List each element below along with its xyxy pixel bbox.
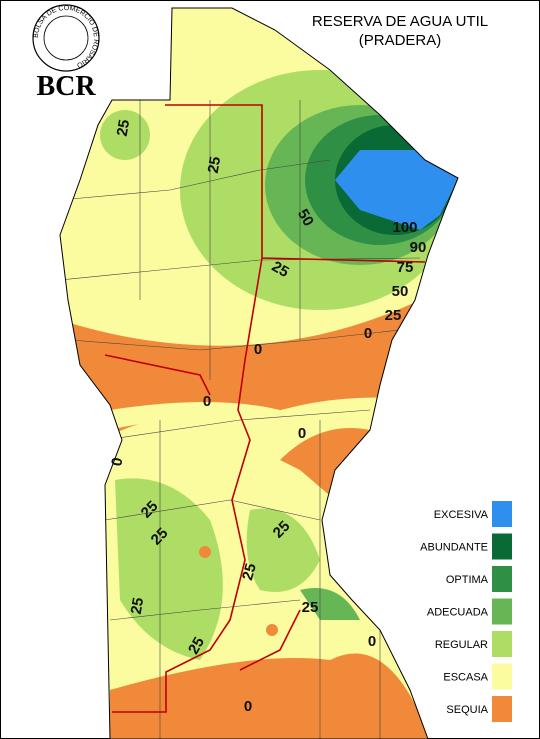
contour-label: 25: [128, 596, 148, 615]
departments: [60, 100, 421, 739]
subtitle: (PRADERA): [359, 32, 442, 49]
contour-label: 0: [298, 425, 306, 442]
legend-swatch: [492, 598, 512, 625]
legend-swatch: [492, 663, 512, 690]
legend-swatch: [492, 566, 512, 592]
contour-label: 50: [294, 206, 317, 229]
contour-label: 25: [302, 599, 319, 616]
legend-swatch: [492, 631, 512, 657]
legend-label: REGULAR: [435, 639, 488, 651]
legend-label: ADECUADA: [427, 607, 489, 619]
logo-name: BCR: [36, 71, 96, 102]
contour-label: 0: [108, 456, 126, 467]
contour-label: 25: [385, 307, 402, 324]
legend-label: OPTIMA: [446, 574, 489, 586]
contour-label: 25: [239, 562, 260, 583]
contour-label: 0: [364, 325, 372, 342]
zone-borders: [104, 104, 426, 713]
contour-label: 100: [392, 219, 417, 236]
contour-label: 25: [269, 258, 292, 281]
contour-label: 0: [203, 393, 211, 410]
legend-swatch: [492, 501, 512, 527]
legend-label: SEQUIA: [446, 704, 488, 716]
legend-label: EXCESIVA: [434, 509, 489, 521]
contour-label: 25: [205, 155, 225, 174]
contour-label: 50: [392, 283, 409, 300]
legend-label: ABUNDANTE: [420, 542, 488, 554]
title: RESERVA DE AGUA UTIL: [312, 13, 488, 30]
legend-label: ESCASA: [443, 672, 488, 684]
legend-swatch: [492, 533, 512, 560]
contour-label: 0: [254, 341, 262, 358]
contour-label: 25: [185, 634, 208, 657]
contour-label: 0: [368, 633, 376, 650]
legend-swatch: [492, 696, 512, 722]
contour-label: 75: [397, 259, 414, 276]
contour-label: 90: [410, 239, 427, 256]
contour-label: 25: [114, 118, 134, 137]
legend: EXCESIVA ABUNDANTE OPTIMA ADECUADA REGULAR ES…: [420, 501, 512, 722]
contour-label: 0: [244, 698, 252, 715]
